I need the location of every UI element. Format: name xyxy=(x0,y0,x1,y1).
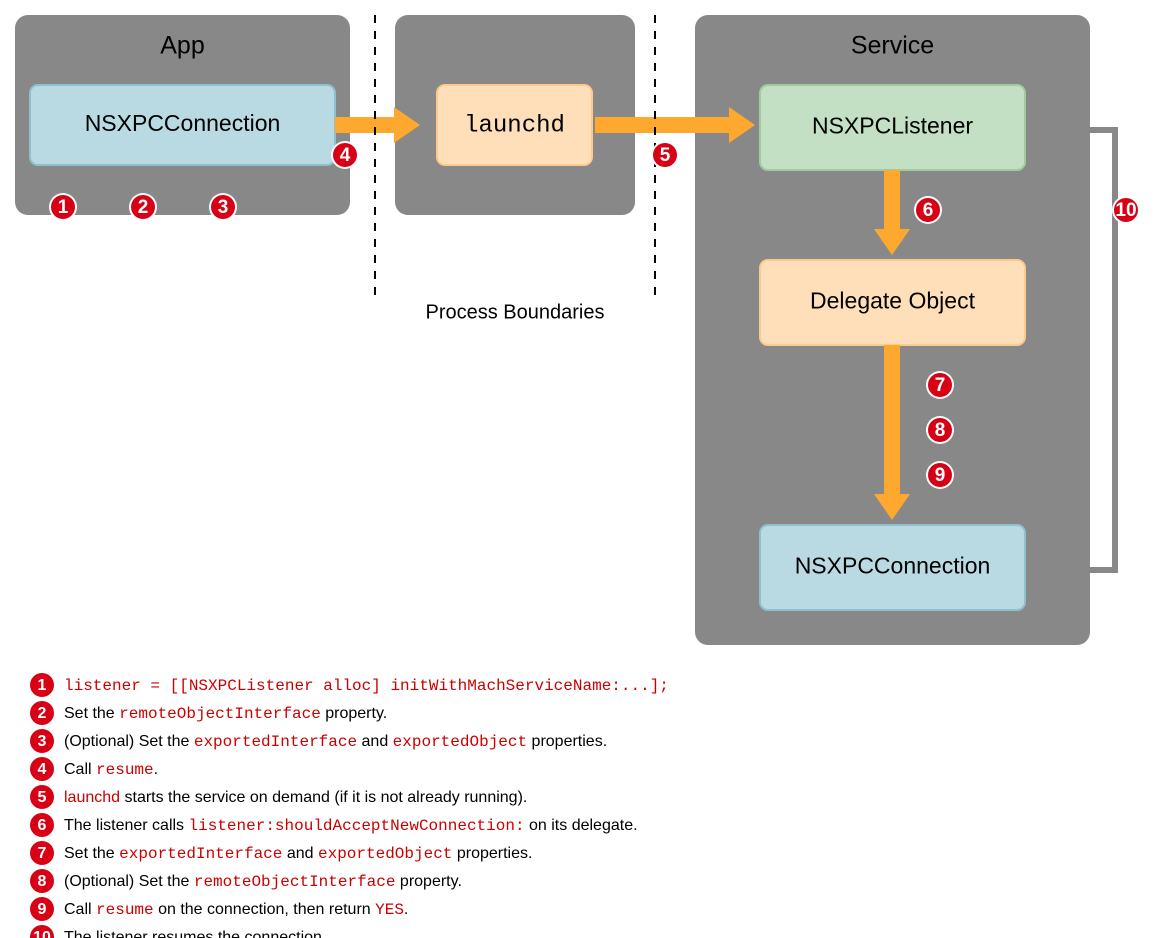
app-connection-label: NSXPCConnection xyxy=(85,110,281,136)
badge-2-num: 2 xyxy=(138,197,149,218)
legend-badge-5-num: 5 xyxy=(38,789,47,806)
badge-6-num: 6 xyxy=(923,200,934,221)
badge-10-num: 10 xyxy=(1115,200,1136,221)
arrow-4 xyxy=(335,117,394,133)
legend-step-4: Call resume. xyxy=(64,761,158,779)
legend-badge-6-num: 6 xyxy=(38,817,47,834)
badge-5-num: 5 xyxy=(660,145,671,166)
legend-badge-1-num: 1 xyxy=(38,677,47,694)
legend-step-9: Call resume on the connection, then retu… xyxy=(64,901,408,919)
badge-4-num: 4 xyxy=(340,145,351,166)
legend-badge-4-num: 4 xyxy=(38,761,47,778)
legend-step-1: listener = [[NSXPCListener alloc] initWi… xyxy=(64,677,669,695)
app-title: App xyxy=(160,32,204,60)
arrow-789 xyxy=(884,345,900,494)
legend-step-2: Set the remoteObjectInterface property. xyxy=(64,705,387,723)
legend-step-5: launchd starts the service on demand (if… xyxy=(64,789,527,806)
legend-badge-10-num: 10 xyxy=(33,929,51,938)
badge-3-num: 3 xyxy=(218,197,229,218)
listener-label: NSXPCListener xyxy=(812,113,973,139)
badge-7-num: 7 xyxy=(935,375,946,396)
delegate-label: Delegate Object xyxy=(810,288,976,314)
process-boundary-label: Process Boundaries xyxy=(426,301,605,323)
legend-step-10: The listener resumes the connection. xyxy=(64,929,326,938)
legend-badge-7-num: 7 xyxy=(38,845,47,862)
legend-badge-8-num: 8 xyxy=(38,873,47,890)
launchd-label: launchd xyxy=(464,112,565,139)
arrow-6 xyxy=(884,170,900,229)
arrow-5 xyxy=(595,117,729,133)
legend-badge-2-num: 2 xyxy=(38,705,47,722)
legend-badge-9-num: 9 xyxy=(38,901,47,918)
legend-badge-3-num: 3 xyxy=(38,733,47,750)
legend-step-3: (Optional) Set the exportedInterface and… xyxy=(64,733,607,751)
legend-step-6: The listener calls listener:shouldAccept… xyxy=(64,817,638,835)
service-connection-label: NSXPCConnection xyxy=(795,553,991,579)
badge-1-num: 1 xyxy=(58,197,69,218)
legend-step-7: Set the exportedInterface and exportedOb… xyxy=(64,845,532,863)
legend-step-8: (Optional) Set the remoteObjectInterface… xyxy=(64,873,462,891)
badge-8-num: 8 xyxy=(935,420,946,441)
service-title: Service xyxy=(851,32,934,60)
badge-9-num: 9 xyxy=(935,465,946,486)
